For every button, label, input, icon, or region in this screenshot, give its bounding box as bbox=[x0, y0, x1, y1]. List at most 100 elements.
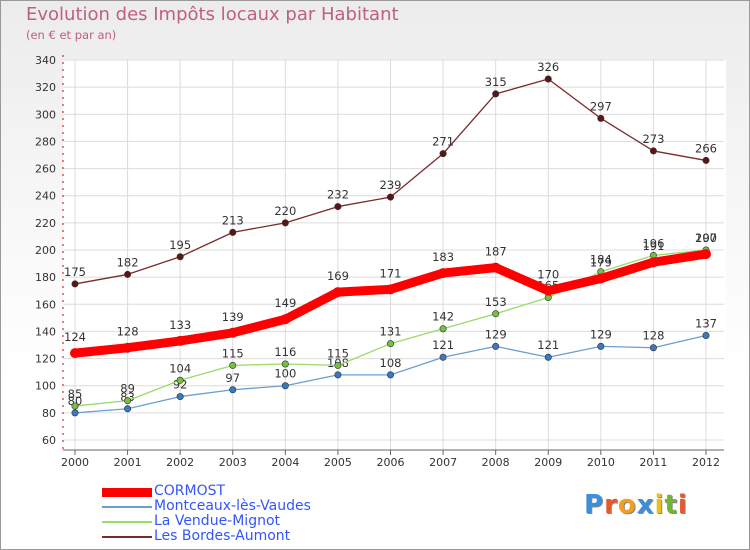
data-point bbox=[597, 342, 605, 350]
data-label: 273 bbox=[642, 132, 664, 146]
x-tick-label: 2007 bbox=[429, 456, 457, 469]
y-tick-label: 120 bbox=[35, 353, 56, 366]
x-tick-label: 2012 bbox=[692, 456, 720, 469]
data-point bbox=[438, 268, 449, 279]
y-tick-label: 320 bbox=[35, 81, 56, 94]
data-label: 80 bbox=[68, 394, 83, 408]
data-label: 104 bbox=[169, 361, 191, 375]
data-label: 128 bbox=[642, 329, 664, 343]
y-tick-label: 60 bbox=[42, 434, 56, 447]
data-label: 326 bbox=[537, 60, 559, 74]
legend-swatch bbox=[102, 536, 152, 538]
data-label: 266 bbox=[695, 141, 717, 155]
data-point bbox=[176, 253, 184, 261]
logo-letter: P bbox=[584, 490, 605, 520]
data-point bbox=[492, 90, 500, 98]
chart-title: Evolution des Impôts locaux par Habitant bbox=[26, 4, 399, 25]
legend-label: Les Bordes-Aumont bbox=[154, 528, 291, 544]
legend-label: Montceaux-lès-Vaudes bbox=[154, 498, 311, 514]
logo-letter: x bbox=[636, 490, 655, 520]
data-label: 115 bbox=[327, 346, 349, 360]
data-point bbox=[71, 409, 79, 417]
legend-swatch bbox=[102, 487, 152, 497]
data-label: 171 bbox=[380, 266, 402, 280]
data-point bbox=[175, 335, 186, 346]
y-tick-label: 280 bbox=[35, 135, 56, 148]
x-tick-label: 2010 bbox=[587, 456, 615, 469]
data-label: 89 bbox=[120, 382, 135, 396]
data-point bbox=[281, 219, 289, 227]
data-point bbox=[543, 285, 554, 296]
data-label: 170 bbox=[537, 268, 559, 282]
chart-subtitle: (en € et par an) bbox=[26, 28, 117, 42]
data-label: 108 bbox=[380, 356, 402, 370]
data-point bbox=[176, 393, 184, 401]
data-label: 187 bbox=[485, 245, 507, 259]
data-point bbox=[281, 382, 289, 390]
data-point bbox=[334, 371, 342, 379]
data-point bbox=[124, 270, 132, 278]
data-label: 175 bbox=[64, 265, 86, 279]
x-tick-label: 2003 bbox=[219, 456, 247, 469]
y-tick-label: 100 bbox=[35, 380, 56, 393]
legend-swatch bbox=[102, 521, 152, 523]
data-label: 184 bbox=[590, 253, 612, 267]
data-point bbox=[229, 386, 237, 394]
data-label: 169 bbox=[327, 269, 349, 283]
data-label: 128 bbox=[117, 325, 139, 339]
x-tick-label: 2000 bbox=[61, 456, 89, 469]
legend-label: CORMOST bbox=[154, 483, 226, 499]
data-label: 195 bbox=[169, 238, 191, 252]
plot-background bbox=[63, 60, 726, 450]
y-tick-label: 260 bbox=[35, 163, 56, 176]
data-label: 139 bbox=[222, 310, 244, 324]
data-point bbox=[544, 75, 552, 83]
data-label: 297 bbox=[590, 99, 612, 113]
logo-letter: t bbox=[664, 490, 678, 520]
data-label: 200 bbox=[695, 231, 717, 245]
y-tick-label: 200 bbox=[35, 244, 56, 257]
data-point bbox=[649, 147, 657, 155]
data-label: 133 bbox=[169, 318, 191, 332]
x-tick-label: 2011 bbox=[639, 456, 667, 469]
data-point bbox=[595, 273, 606, 284]
data-label: 100 bbox=[274, 367, 296, 381]
logo-letter: r bbox=[604, 490, 618, 520]
data-label: 97 bbox=[225, 371, 240, 385]
data-label: 137 bbox=[695, 317, 717, 331]
data-label: 232 bbox=[327, 188, 349, 202]
data-point bbox=[386, 340, 394, 348]
data-point bbox=[386, 371, 394, 379]
y-tick-label: 240 bbox=[35, 190, 56, 203]
data-point bbox=[334, 203, 342, 211]
data-point bbox=[122, 342, 133, 353]
data-point bbox=[492, 342, 500, 350]
data-point bbox=[71, 280, 79, 288]
data-point bbox=[334, 361, 342, 369]
data-point bbox=[701, 249, 711, 260]
data-point bbox=[492, 310, 500, 318]
data-point bbox=[280, 314, 291, 325]
data-label: 197 bbox=[695, 231, 717, 245]
x-tick-label: 2008 bbox=[482, 456, 510, 469]
data-point bbox=[439, 325, 447, 333]
proxiti-logo: Proxiti bbox=[584, 490, 688, 520]
logo-letter: o bbox=[617, 490, 637, 520]
data-label: 142 bbox=[432, 310, 454, 324]
data-point bbox=[649, 344, 657, 352]
data-point bbox=[702, 156, 710, 164]
data-point bbox=[544, 353, 552, 361]
data-point bbox=[227, 327, 238, 338]
x-tick-label: 2006 bbox=[377, 456, 405, 469]
data-label: 131 bbox=[380, 325, 402, 339]
y-tick-label: 300 bbox=[35, 108, 56, 121]
data-label: 121 bbox=[537, 338, 559, 352]
data-point bbox=[124, 405, 132, 413]
data-point bbox=[71, 402, 79, 410]
data-label: 239 bbox=[380, 178, 402, 192]
x-tick-label: 2002 bbox=[166, 456, 194, 469]
data-label: 129 bbox=[485, 327, 507, 341]
x-tick-label: 2001 bbox=[114, 456, 142, 469]
data-point bbox=[124, 397, 132, 405]
